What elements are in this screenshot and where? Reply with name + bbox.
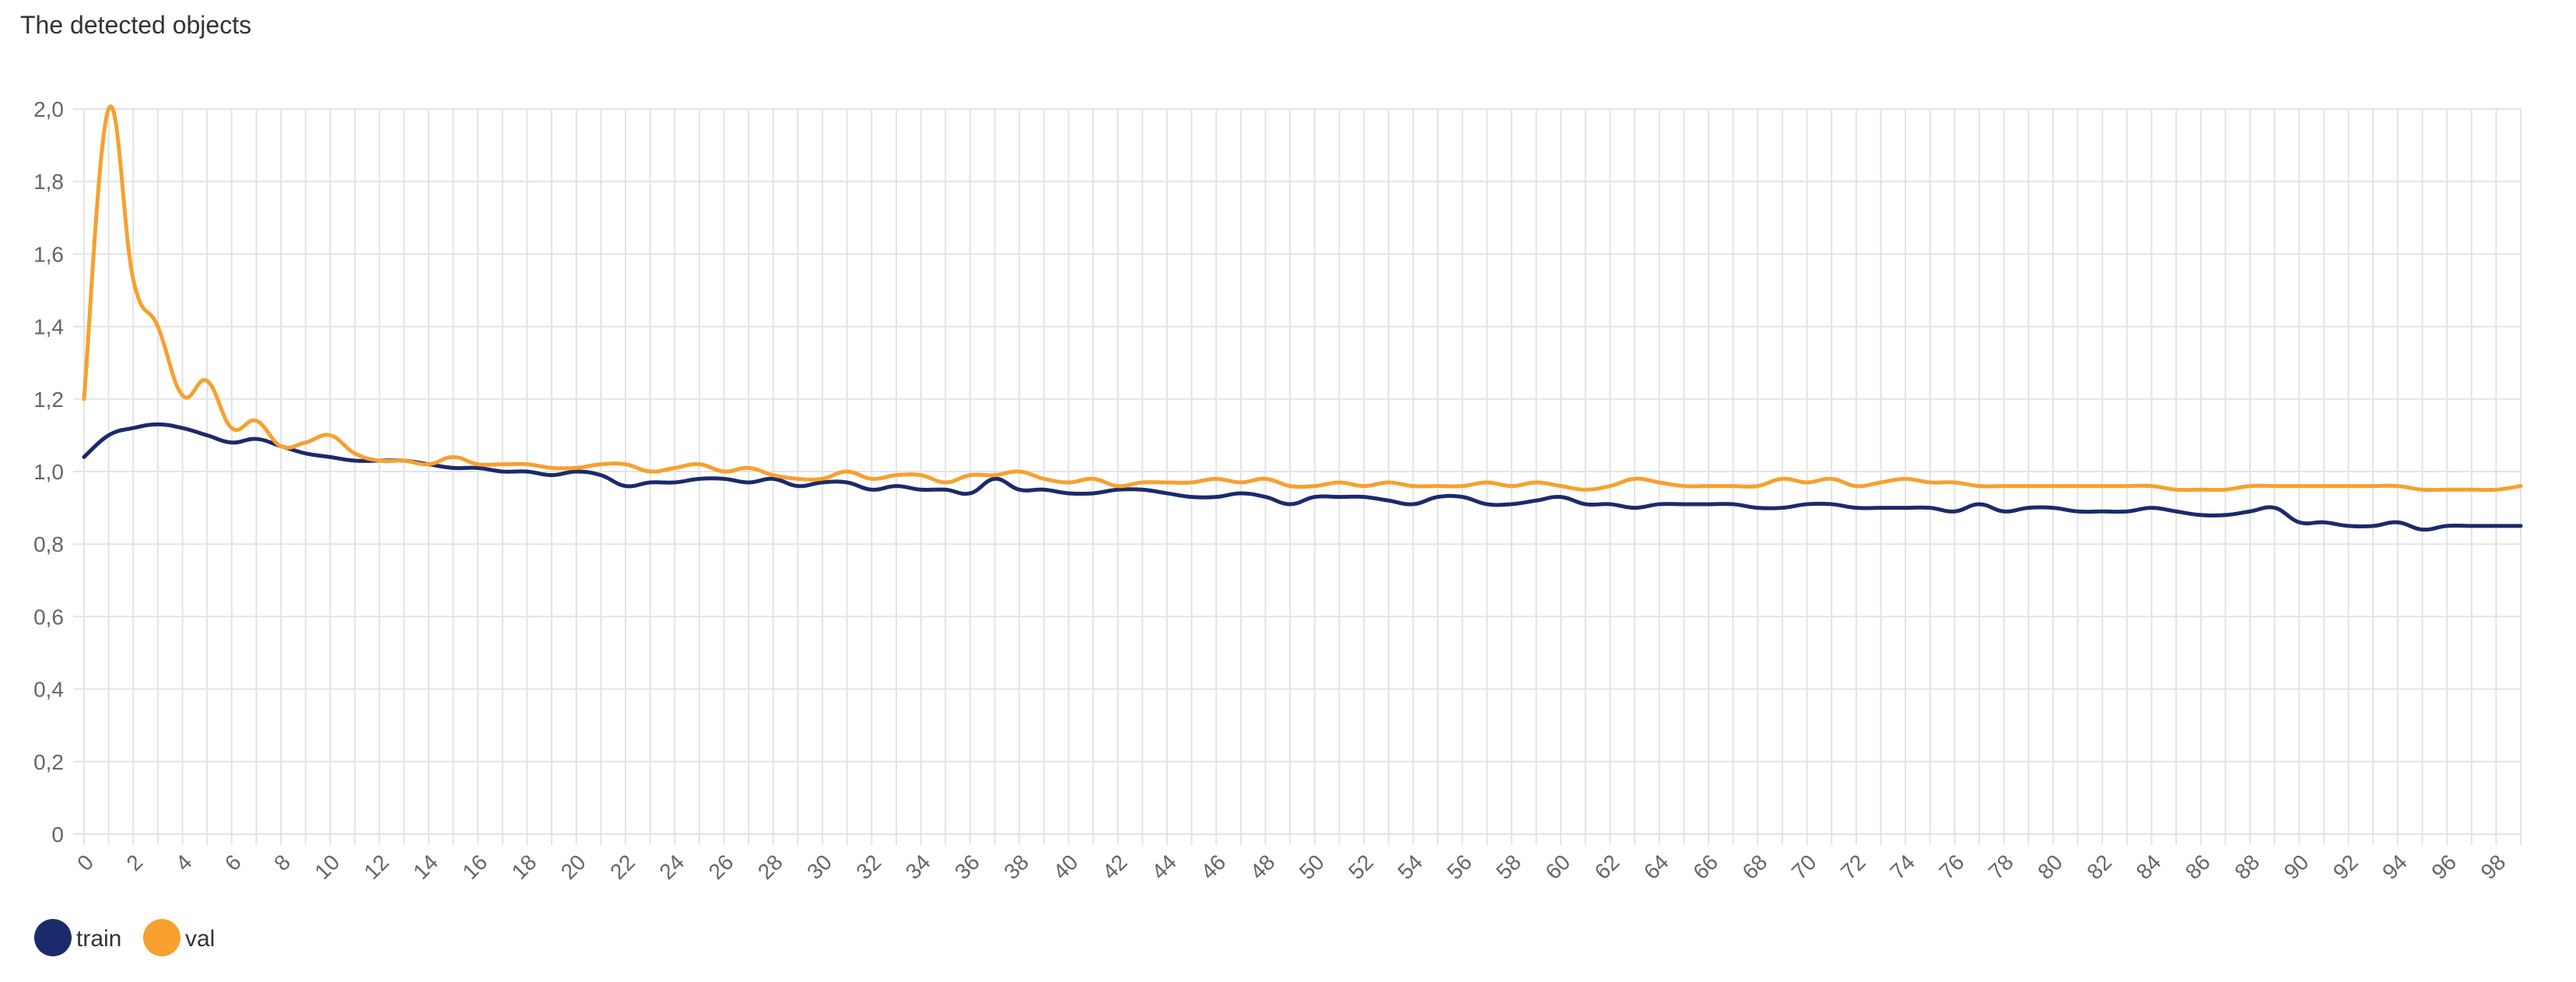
x-tick-label: 46 [1196,850,1230,884]
series-line-val [82,104,2523,493]
x-tick-label: 58 [1491,850,1526,884]
x-tick-label: 92 [2329,850,2363,884]
legend-item-train[interactable]: train [34,919,121,956]
y-tick-label: 1,8 [33,170,64,194]
x-tick-label: 52 [1344,850,1378,884]
x-tick-label: 32 [852,850,886,884]
x-tick-label: 34 [901,850,935,884]
x-tick-label: 38 [999,850,1033,884]
legend-item-val[interactable]: val [143,919,215,956]
x-tick-label: 80 [2033,850,2067,884]
x-tick-label: 96 [2427,850,2461,884]
y-tick-label: 1,0 [33,460,64,484]
x-tick-label: 94 [2378,850,2412,884]
x-tick-label: 50 [1295,850,1329,884]
x-tick-label: 98 [2476,850,2511,884]
legend[interactable]: train val [34,919,215,956]
x-tick-label: 90 [2279,850,2313,884]
x-tick-label: 24 [654,850,689,884]
y-tick-label: 0,2 [33,750,64,774]
x-tick-label: 42 [1098,850,1132,884]
x-tick-label: 64 [1639,850,1674,884]
x-tick-label: 48 [1246,850,1280,884]
x-tick-label: 22 [605,850,640,884]
y-tick-label: 0,4 [33,678,64,702]
x-tick-label: 60 [1540,850,1575,884]
y-tick-label: 1,4 [33,315,64,339]
y-tick-label: 2,0 [33,97,64,121]
series-lines [82,104,2523,532]
x-tick-label: 28 [753,850,787,884]
x-tick-label: 0 [72,850,98,875]
x-tick-label: 44 [1147,850,1181,884]
x-tick-label: 78 [1984,850,2018,884]
x-tick-label: 76 [1935,850,1969,884]
x-tick-label: 2 [121,850,147,875]
y-tick-label: 1,2 [33,388,64,412]
x-tick-label: 88 [2230,850,2264,884]
y-tick-label: 0,8 [33,532,64,556]
x-tick-label: 62 [1590,850,1624,884]
x-tick-label: 20 [556,850,591,884]
x-tick-label: 16 [457,850,492,884]
y-tick-label: 0 [51,822,64,847]
legend-label: val [185,926,215,952]
x-tick-label: 10 [310,850,345,884]
x-tick-label: 68 [1737,850,1772,884]
x-tick-label: 84 [2132,850,2166,884]
x-tick-label: 8 [269,850,295,875]
x-tick-label: 6 [220,850,246,875]
chart-title: The detected objects [20,11,252,39]
x-tick-label: 40 [1049,850,1083,884]
x-tick-label: 12 [359,850,394,884]
x-tick-label: 14 [408,850,443,884]
y-tick-label: 1,6 [33,242,64,266]
x-tick-label: 70 [1787,850,1821,884]
y-tick-label: 0,6 [33,605,64,629]
x-tick-label: 86 [2181,850,2215,884]
x-axis-ticks: 0 2 4 6 8 10 12 14 16 18 20 22 24 26 28 30 32 34 36 38 40 42 4… [72,850,2510,884]
x-tick-label: 36 [950,850,984,884]
y-axis-ticks: 0 0,2 0,4 0,6 0,8 1,0 1,2 1,4 1,6 1,8 2,0 [33,97,64,847]
series-line-train [82,422,2523,532]
legend-swatch [143,919,180,956]
x-tick-label: 30 [802,850,836,884]
x-tick-label: 74 [1885,850,1919,884]
x-tick-label: 66 [1688,850,1723,884]
legend-swatch [34,919,72,956]
x-tick-label: 72 [1836,850,1870,884]
grid [73,108,2522,845]
x-tick-label: 18 [507,850,541,884]
x-tick-label: 26 [704,850,738,884]
x-tick-label: 56 [1442,850,1477,884]
x-tick-label: 4 [171,850,197,875]
legend-label: train [76,926,121,952]
x-tick-label: 54 [1393,850,1428,884]
x-tick-label: 82 [2082,850,2116,884]
